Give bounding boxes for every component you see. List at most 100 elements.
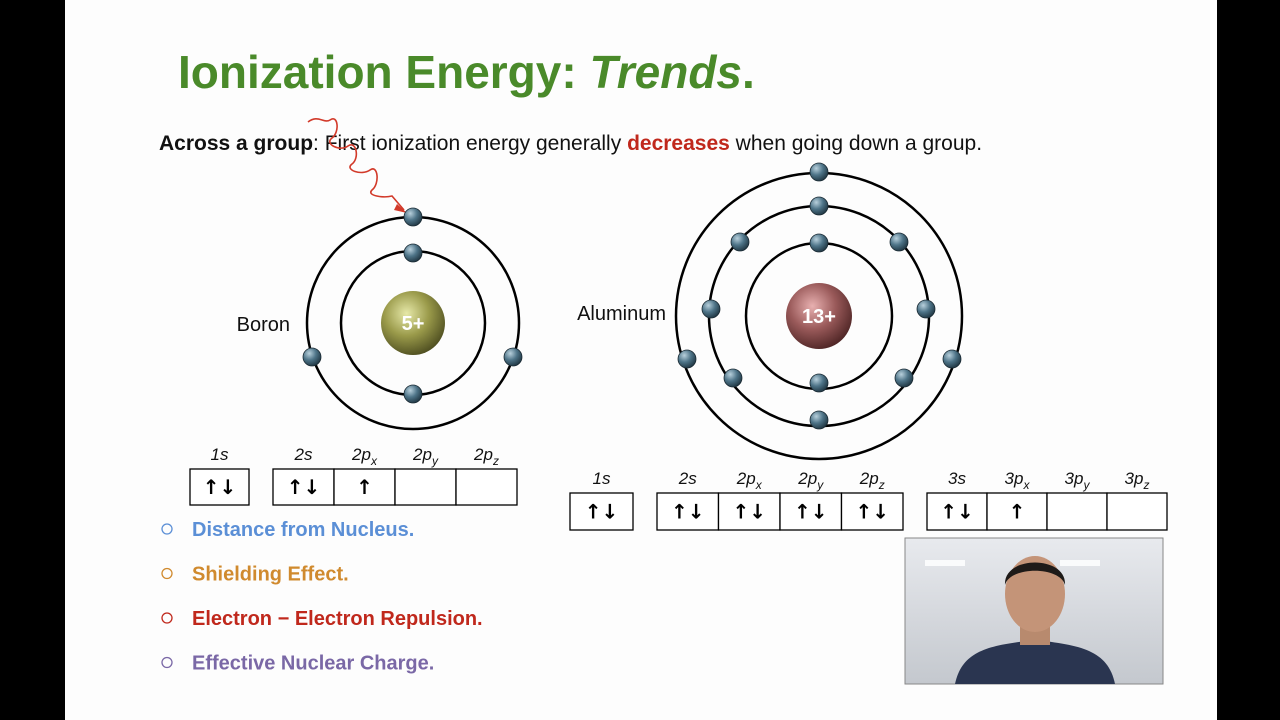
orbital-label: 2s bbox=[678, 469, 697, 488]
orbital-box bbox=[569, 492, 634, 531]
orbital-label: 2py bbox=[797, 469, 824, 492]
orbital-box bbox=[189, 468, 250, 506]
photon-arrow bbox=[307, 118, 405, 211]
electron bbox=[809, 373, 829, 393]
orbital-label-sub: x bbox=[755, 478, 763, 492]
orbital-box bbox=[840, 492, 904, 531]
orbital-label-main: 2p bbox=[473, 445, 493, 464]
orbital-label-sub: y bbox=[1082, 478, 1090, 492]
electron bbox=[677, 349, 697, 369]
orbital-label: 2pz bbox=[473, 445, 499, 468]
electron bbox=[809, 162, 829, 182]
title-end: . bbox=[742, 46, 755, 98]
orbital-label-main: 3p bbox=[1005, 469, 1024, 488]
atom-name: Aluminum bbox=[577, 303, 666, 325]
orbital-label-main: 2p bbox=[797, 469, 817, 488]
orbital-label: 2py bbox=[412, 445, 439, 468]
orbital-label-main: 2p bbox=[736, 469, 756, 488]
orbital-label: 3pz bbox=[1125, 469, 1150, 492]
orbital-label-main: 2p bbox=[859, 469, 879, 488]
factor: Shielding Effect. bbox=[192, 564, 349, 586]
orbital-box bbox=[272, 468, 335, 506]
orbital-label: 3py bbox=[1065, 469, 1091, 492]
orbital-box bbox=[779, 492, 843, 531]
orbital-label-main: 1s bbox=[211, 445, 229, 464]
orbital-label: 2pz bbox=[859, 469, 885, 492]
factors-list: Distance from Nucleus. Shielding Effect. E… bbox=[161, 519, 483, 675]
title: Ionization Energy: Trends. bbox=[178, 46, 755, 98]
orbital-label-main: 3p bbox=[1125, 469, 1144, 488]
title-main: Ionization Energy: bbox=[178, 46, 577, 98]
orbital-label: 1s bbox=[593, 469, 611, 488]
electron bbox=[403, 243, 423, 263]
orbital-label-sub: z bbox=[878, 478, 885, 492]
orbital-label-sub: y bbox=[816, 478, 824, 492]
orbital-label-main: 1s bbox=[593, 469, 611, 488]
bullet bbox=[161, 612, 173, 624]
electron bbox=[403, 207, 423, 227]
electron-arrows: ↑↓ bbox=[203, 475, 237, 499]
factor: Electron − Electron Repulsion. bbox=[192, 608, 483, 630]
orbital-box bbox=[394, 468, 457, 506]
bullet bbox=[161, 656, 173, 669]
electron bbox=[942, 349, 962, 369]
orbital-box bbox=[717, 492, 781, 531]
electron-arrows: ↑ bbox=[1009, 500, 1026, 524]
ceiling-light bbox=[925, 560, 965, 566]
orbital-box bbox=[455, 468, 518, 506]
electron bbox=[302, 347, 322, 367]
electron bbox=[403, 384, 423, 404]
nucleus-charge: 5+ bbox=[402, 313, 425, 335]
orbital-label-main: 2s bbox=[294, 445, 313, 464]
orbital-label-sub: x bbox=[1022, 478, 1030, 492]
statement-text: First ionization energy generally bbox=[325, 132, 622, 155]
electron-arrows: ↑↓ bbox=[287, 475, 321, 499]
electron bbox=[730, 232, 750, 252]
electron-arrows: ↑↓ bbox=[794, 500, 828, 524]
statement-rest: when going down a group. bbox=[735, 132, 982, 155]
statement: Across a group: First ionization energy … bbox=[159, 132, 982, 155]
electron-arrows: ↑↓ bbox=[732, 500, 766, 524]
orbital-label-main: 3s bbox=[948, 469, 966, 488]
electron-arrows: ↑↓ bbox=[855, 500, 889, 524]
orbital-label-main: 3p bbox=[1065, 469, 1084, 488]
orbital-label-main: 2s bbox=[678, 469, 697, 488]
orbital-label: 2px bbox=[736, 469, 763, 492]
atoms: 5+ Boron 13+ Aluminum bbox=[237, 162, 964, 461]
title-emphasis: Trends bbox=[589, 46, 742, 98]
orbital-diagrams: 1s↑↓2s↑↓2px↑2py 2pz1s↑↓2s↑↓2px↑↓2py↑↓2pz↑… bbox=[189, 445, 1168, 531]
orbital-label: 1s bbox=[211, 445, 229, 464]
orbital-label-main: 2p bbox=[412, 445, 432, 464]
electron bbox=[889, 232, 909, 252]
presenter-body bbox=[955, 640, 1115, 684]
nucleus bbox=[381, 291, 445, 355]
orbital-box bbox=[1046, 492, 1108, 531]
photon-arrow-head bbox=[394, 204, 407, 213]
electron bbox=[701, 299, 721, 319]
orbital-label-sub: z bbox=[1142, 478, 1149, 492]
orbital-label: 2px bbox=[351, 445, 378, 468]
statement-lead: Across a group bbox=[159, 132, 313, 155]
bullet bbox=[161, 523, 173, 535]
electron-arrows: ↑↓ bbox=[940, 500, 974, 524]
electron bbox=[809, 410, 829, 430]
electron bbox=[916, 299, 936, 319]
presenter-head bbox=[1005, 556, 1065, 632]
orbital-label: 2s bbox=[294, 445, 313, 464]
statement-keyword: decreases bbox=[627, 132, 730, 155]
electron bbox=[809, 196, 829, 216]
electron bbox=[723, 368, 743, 388]
orbital-label: 3s bbox=[948, 469, 966, 488]
orbital-label-sub: x bbox=[370, 454, 378, 468]
orbital-box bbox=[656, 492, 720, 531]
orbital-label-sub: y bbox=[431, 454, 439, 468]
orbital-box bbox=[926, 492, 988, 531]
electron-arrows: ↑ bbox=[356, 475, 373, 499]
orbital-label-sub: z bbox=[492, 454, 499, 468]
atom-name: Boron bbox=[237, 314, 290, 336]
electron-arrows: ↑↓ bbox=[585, 500, 619, 524]
presenter-hair bbox=[1004, 562, 1066, 585]
statement-colon: : bbox=[313, 132, 319, 155]
nucleus-charge: 13+ bbox=[802, 306, 836, 328]
